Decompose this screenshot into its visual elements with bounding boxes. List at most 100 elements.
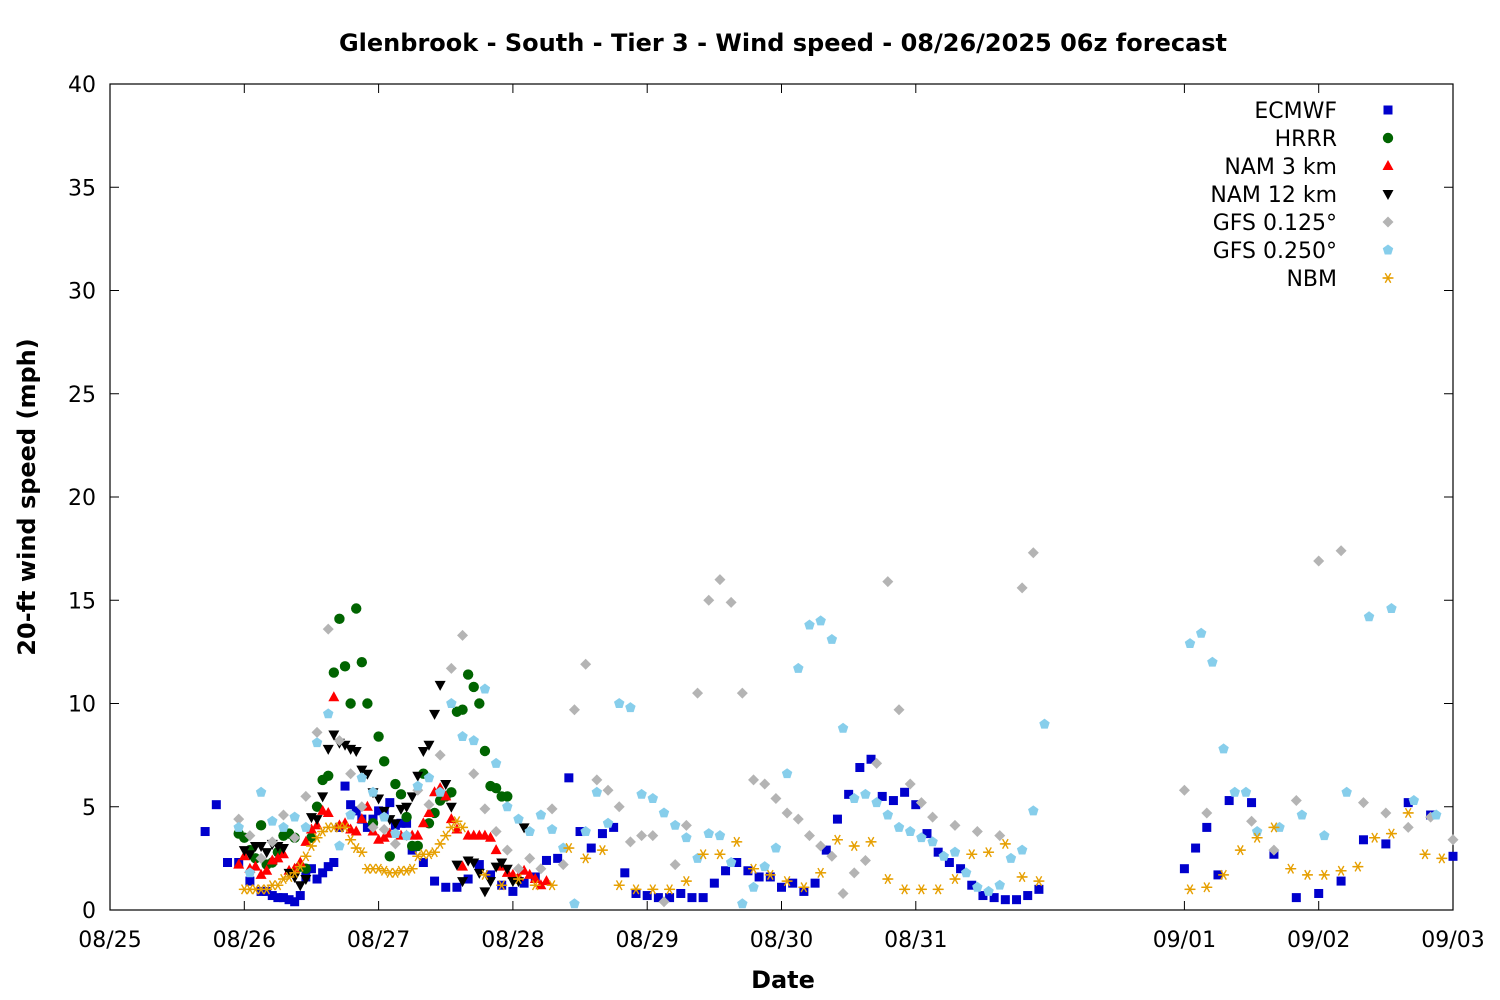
data-point [339,822,351,833]
data-point [803,830,815,842]
data-point [356,813,368,824]
data-point [518,864,530,875]
data-point [676,888,686,898]
legend-item-nam-3-km: NAM 3 km [1224,155,1394,180]
data-point [322,623,334,635]
y-tick-label: 0 [82,899,96,924]
data-point [445,822,457,833]
data-point [725,857,737,867]
data-point [541,855,551,865]
data-point [395,789,407,800]
data-point [1313,555,1325,567]
data-point [440,830,452,841]
data-point [389,867,401,878]
data-point [356,657,368,668]
data-point [434,838,446,850]
data-point [385,798,395,808]
data-point [401,811,412,823]
data-point [703,828,714,839]
data-point [333,735,345,747]
data-point [490,862,502,873]
data-point [792,813,804,825]
data-point [681,832,692,843]
data-point [311,801,323,812]
data-point [967,880,977,890]
data-point [647,792,659,803]
data-point [591,786,603,797]
data-point [900,787,910,797]
data-point [1000,895,1010,905]
data-point [999,838,1011,850]
data-point [1005,852,1017,863]
data-point [290,897,300,907]
data-point [1447,834,1459,846]
data-point [300,851,312,862]
data-point [1016,844,1028,855]
series-layer [200,545,1459,909]
data-point [1318,869,1330,881]
data-point [1179,864,1189,874]
data-point [810,878,820,888]
data-point [474,698,485,709]
data-point [821,845,831,855]
data-point [524,852,536,864]
data-point [267,815,278,826]
data-point [971,826,983,838]
data-point [731,836,743,847]
data-point [831,834,843,845]
data-point [848,840,860,852]
data-point [441,882,451,892]
data-point [575,827,585,837]
data-point [602,817,614,828]
data-point [1419,849,1431,860]
data-point [339,661,351,672]
y-tick-label: 35 [68,176,96,201]
data-point [501,864,513,875]
data-point [602,784,614,796]
data-point [361,769,373,780]
data-point [596,845,608,856]
data-point [396,818,406,828]
data-point [434,749,446,761]
data-point [915,797,927,809]
data-point [519,878,529,888]
data-point [1381,839,1391,849]
data-point [255,786,267,797]
data-point [933,847,943,857]
data-point [223,858,233,868]
x-tick-label: 08/30 [750,928,813,953]
data-point [613,801,625,813]
data-point [524,868,536,879]
data-point [764,869,776,881]
data-point [798,882,810,893]
data-point [417,746,429,757]
data-point [446,787,457,798]
legend-marker [1382,190,1394,200]
data-point [278,893,288,903]
data-point [1207,656,1218,667]
data-point [328,730,340,741]
data-point [624,836,636,848]
data-point [620,868,630,878]
data-point [714,574,726,586]
data-point [1184,638,1196,649]
data-point [412,771,424,782]
data-point [1268,822,1280,833]
data-point [1016,582,1028,594]
data-point [430,876,440,886]
data-point [855,763,865,773]
data-point [1403,798,1413,808]
data-point [245,876,255,886]
legend-item-gfs-0-250: GFS 0.250° [1213,239,1394,264]
data-point [255,820,267,831]
data-point [462,669,474,680]
data-point [680,819,692,831]
data-point [915,884,927,895]
data-point [311,815,323,826]
data-point [378,756,390,767]
x-tick-label: 08/26 [213,928,276,953]
data-point [837,887,849,899]
data-point [1357,797,1369,809]
data-point [445,662,457,674]
data-point [445,802,457,813]
